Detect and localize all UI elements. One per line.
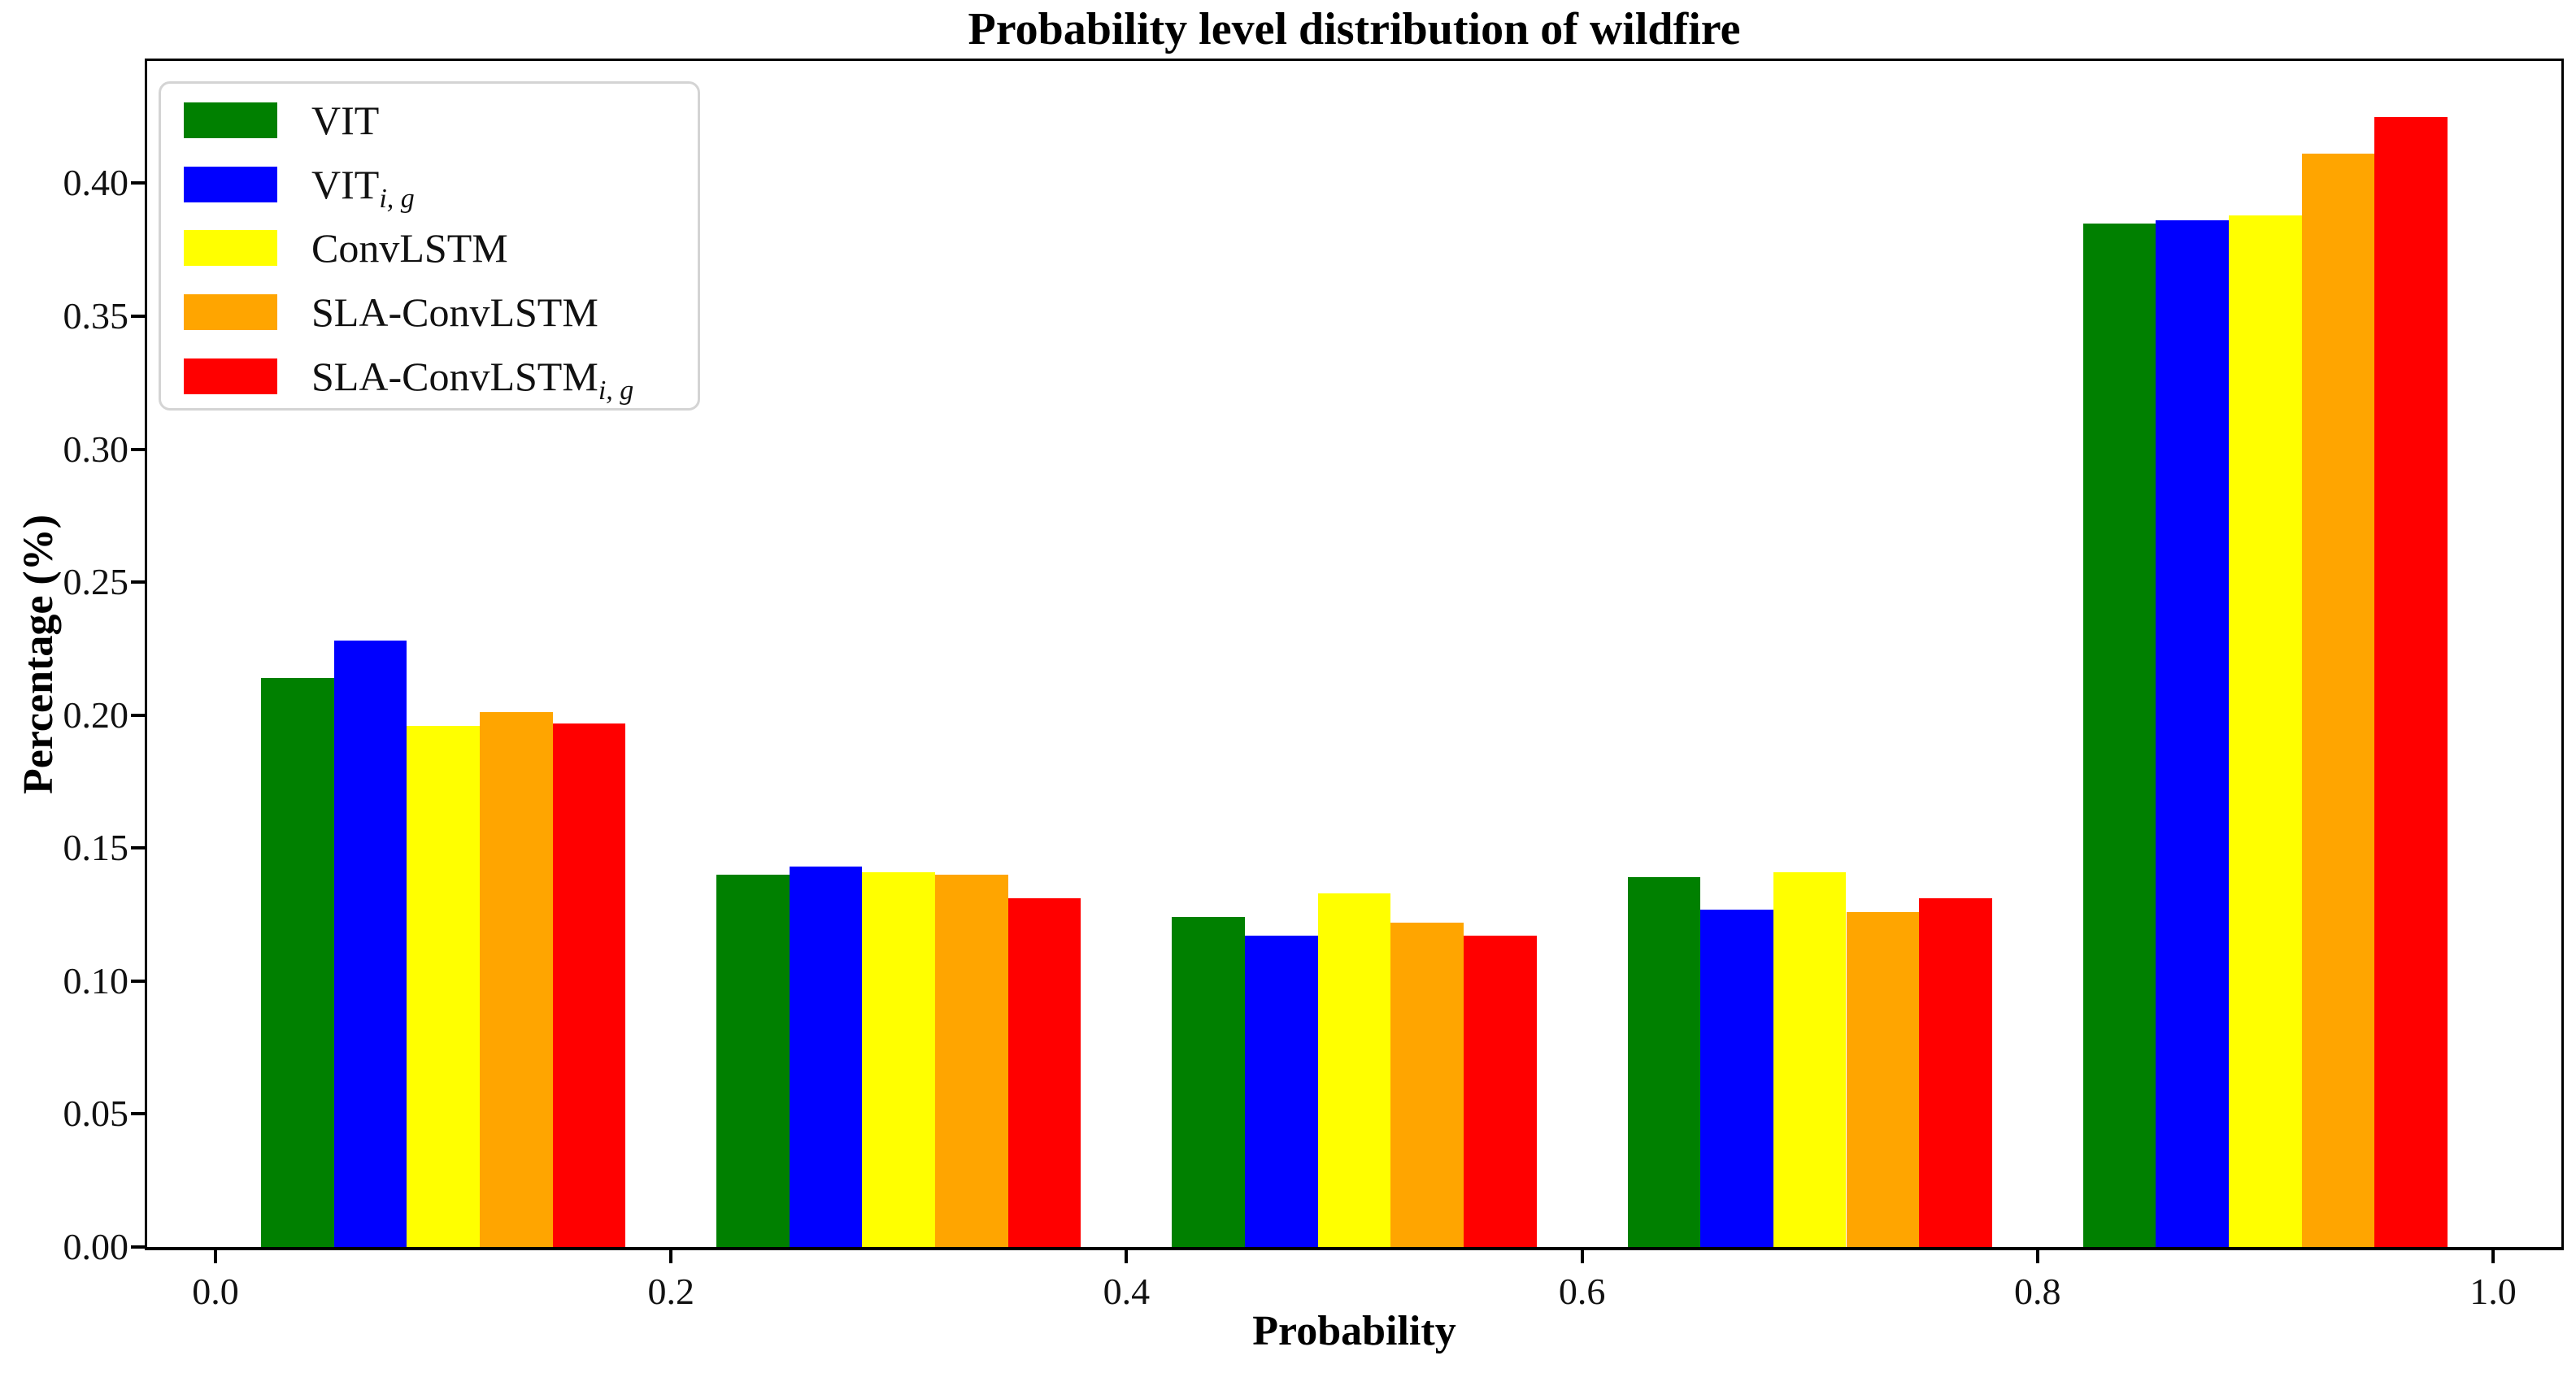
y-tick-label: 0.00: [63, 1226, 129, 1267]
y-tick-label: 0.25: [63, 561, 129, 603]
x-tick-label: 0.6: [1558, 1271, 1606, 1312]
bar: [862, 871, 936, 1247]
x-tick-label: 0.8: [2014, 1271, 2061, 1312]
x-tick-label: 0.2: [647, 1271, 694, 1312]
bar: [552, 723, 626, 1247]
bar: [479, 712, 553, 1247]
bar: [1007, 898, 1081, 1247]
legend-label-subscript: i, g: [379, 183, 415, 214]
x-tick-mark: [214, 1247, 218, 1263]
bar: [1919, 898, 1992, 1247]
bar: [1172, 917, 1246, 1247]
y-tick-mark: [131, 1245, 147, 1249]
bar: [2301, 154, 2375, 1247]
plot-border-bottom: [147, 1247, 2564, 1250]
bar: [1390, 922, 1464, 1247]
y-tick-label: 0.15: [63, 827, 129, 869]
bar: [1245, 936, 1318, 1247]
x-tick-label: 1.0: [2469, 1271, 2517, 1312]
legend: VIT VITi, g ConvLSTM SLA-ConvLSTM SLA-ConvLS…: [159, 81, 700, 411]
legend-swatch: [184, 358, 277, 394]
y-tick-mark: [131, 447, 147, 451]
y-tick-mark: [131, 181, 147, 185]
legend-item: ConvLSTM: [184, 216, 698, 280]
bar: [1846, 911, 1920, 1247]
y-tick-mark: [131, 846, 147, 850]
legend-label: SLA-ConvLSTM: [311, 289, 598, 336]
x-tick-label: 0.0: [192, 1271, 239, 1312]
legend-label: VITi, g: [311, 161, 415, 214]
legend-label: VIT: [311, 98, 380, 144]
bar: [261, 677, 334, 1247]
x-tick-mark: [1125, 1247, 1129, 1263]
legend-swatch: [184, 166, 277, 202]
legend-item: VIT: [184, 89, 698, 153]
y-tick-mark: [131, 315, 147, 319]
bar: [333, 641, 407, 1247]
bar: [1627, 877, 1701, 1247]
bar: [2374, 116, 2448, 1247]
y-tick-label: 0.05: [63, 1093, 129, 1135]
y-tick-mark: [131, 1112, 147, 1116]
legend-label-subscript: i, g: [598, 375, 634, 406]
bar: [2156, 220, 2230, 1247]
bar: [1773, 871, 1847, 1247]
bar: [407, 725, 480, 1247]
y-tick-mark: [131, 979, 147, 983]
x-tick-mark: [2491, 1247, 2495, 1263]
y-tick-mark: [131, 580, 147, 584]
plot-border-top: [147, 59, 2564, 61]
bar: [1317, 893, 1391, 1247]
y-tick-label: 0.40: [63, 162, 129, 204]
x-axis-label: Probability: [1252, 1308, 1456, 1354]
legend-label: ConvLSTM: [311, 225, 508, 272]
y-tick-label: 0.35: [63, 295, 129, 337]
x-tick-mark: [669, 1247, 673, 1263]
plot-border-left: [145, 59, 147, 1250]
legend-label: SLA-ConvLSTMi, g: [311, 353, 634, 406]
legend-swatch: [184, 230, 277, 267]
bar: [1700, 909, 1773, 1247]
bar: [2229, 215, 2302, 1247]
bar: [716, 875, 790, 1247]
legend-swatch: [184, 102, 277, 139]
y-tick-label: 0.30: [63, 428, 129, 470]
plot-border-right: [2561, 59, 2564, 1250]
y-tick-label: 0.10: [63, 959, 129, 1002]
bar: [935, 875, 1008, 1247]
x-tick-mark: [1580, 1247, 1584, 1263]
x-tick-label: 0.4: [1103, 1271, 1151, 1312]
legend-swatch: [184, 294, 277, 331]
legend-item: SLA-ConvLSTM: [184, 280, 698, 345]
bar: [2082, 223, 2156, 1247]
y-tick-mark: [131, 713, 147, 717]
y-tick-label: 0.20: [63, 693, 129, 736]
x-tick-mark: [2035, 1247, 2039, 1263]
chart-title: Probability level distribution of wildfi…: [968, 4, 1741, 54]
legend-item: SLA-ConvLSTMi, g: [184, 344, 698, 408]
bar: [789, 867, 863, 1247]
legend-item: VITi, g: [184, 153, 698, 217]
bar: [1463, 936, 1537, 1247]
